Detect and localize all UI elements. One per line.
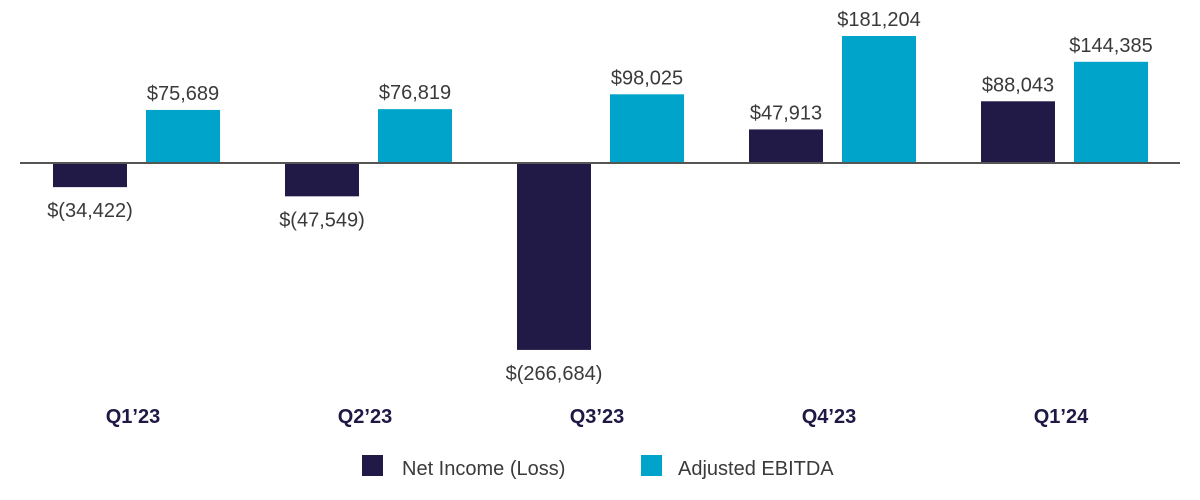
bar-net-income-loss-q4-23: [749, 129, 823, 163]
bar-adjusted-ebitda-q1-23: [146, 109, 220, 163]
legend-label-adjusted-ebitda: Adjusted EBITDA: [678, 458, 834, 480]
legend-swatch-net-income: [362, 455, 383, 476]
legend: Net Income (Loss) Adjusted EBITDA: [362, 455, 834, 480]
value-label-adjusted-ebitda-q1-23: $75,689: [147, 83, 219, 105]
category-labels: Q1’23 Q2’23 Q3’23 Q4’23 Q1’24: [106, 406, 1089, 428]
value-label-adjusted-ebitda-q4-23: $181,204: [837, 9, 920, 31]
value-label-adjusted-ebitda-q1-24: $144,385: [1069, 35, 1152, 57]
category-label-q1-24: Q1’24: [1034, 406, 1089, 428]
bar-adjusted-ebitda-q3-23: [610, 94, 684, 163]
value-label-adjusted-ebitda-q3-23: $98,025: [611, 67, 683, 89]
category-label-q4-23: Q4’23: [802, 406, 856, 428]
value-label-adjusted-ebitda-q2-23: $76,819: [379, 82, 451, 104]
bar-adjusted-ebitda-q2-23: [378, 109, 452, 163]
value-label-net-income-loss-q3-23: $(266,684): [506, 363, 603, 385]
legend-label-net-income: Net Income (Loss): [402, 458, 565, 480]
bar-net-income-loss-q1-23: [53, 163, 127, 188]
bar-net-income-loss-q2-23: [285, 163, 359, 197]
category-label-q2-23: Q2’23: [338, 406, 392, 428]
labels-layer: $(34,422) $75,689 $(47,549) $76,819 $(266,68…: [47, 9, 1153, 385]
legend-swatch-adjusted-ebitda: [641, 455, 662, 476]
category-label-q1-23: Q1’23: [106, 406, 160, 428]
value-label-net-income-loss-q4-23: $47,913: [750, 102, 822, 124]
value-label-net-income-loss-q1-24: $88,043: [982, 74, 1054, 96]
bar-net-income-loss-q3-23: [517, 163, 591, 350]
value-label-net-income-loss-q1-23: $(34,422): [47, 200, 133, 222]
bar-adjusted-ebitda-q4-23: [842, 36, 916, 163]
bar-net-income-loss-q1-24: [981, 101, 1055, 163]
category-label-q3-23: Q3’23: [570, 406, 624, 428]
value-label-net-income-loss-q2-23: $(47,549): [279, 209, 365, 231]
bars-layer: [53, 36, 1148, 350]
bar-adjusted-ebitda-q1-24: [1074, 61, 1148, 164]
